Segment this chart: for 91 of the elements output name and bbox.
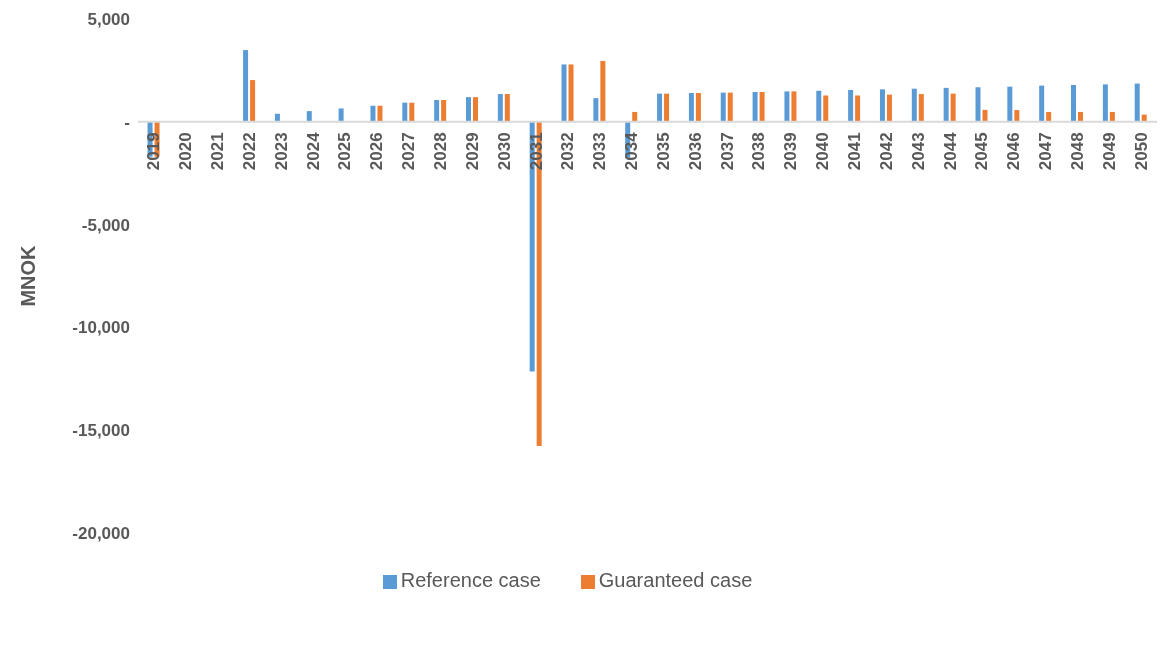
x-tick-label: 2041 <box>844 132 864 171</box>
bar <box>441 100 447 122</box>
x-tick-label: 2040 <box>813 132 833 171</box>
bar <box>504 94 510 122</box>
x-tick-label: 2027 <box>399 132 419 171</box>
bar <box>720 92 726 122</box>
bar <box>823 95 829 122</box>
bar <box>1039 85 1045 122</box>
x-tick-label: 2026 <box>367 132 387 171</box>
bar <box>657 93 663 122</box>
bar <box>886 94 892 122</box>
y-tick-label: - <box>124 112 130 132</box>
x-tick-label: 2021 <box>208 132 228 171</box>
bar <box>465 97 471 122</box>
bar <box>561 64 567 122</box>
x-tick-label: 2033 <box>590 132 610 171</box>
bar <box>688 93 694 122</box>
legend-label: Guaranteed case <box>598 569 753 591</box>
y-tick-label: -15,000 <box>72 421 130 441</box>
bar <box>1134 83 1140 122</box>
bar <box>943 87 949 122</box>
x-tick-label: 2025 <box>335 132 355 171</box>
y-tick-label: 5,000 <box>87 10 130 30</box>
bar <box>950 93 956 122</box>
bar <box>1046 111 1052 122</box>
bar <box>593 98 599 122</box>
x-tick-label: 2038 <box>749 132 769 171</box>
bar <box>855 95 861 122</box>
x-tick-label: 2024 <box>303 131 323 171</box>
x-tick-label: 2039 <box>781 132 801 171</box>
x-tick-label: 2037 <box>717 132 737 171</box>
bar <box>791 91 797 122</box>
x-tick-label: 2044 <box>940 131 960 171</box>
bar <box>370 105 376 122</box>
x-tick-label: 2030 <box>494 132 514 171</box>
bar <box>434 100 440 122</box>
x-tick-label: 2050 <box>1131 132 1151 171</box>
bar <box>918 94 924 122</box>
bar <box>664 93 670 122</box>
bar <box>1102 84 1108 122</box>
bar <box>975 87 981 122</box>
bar <box>1071 85 1077 122</box>
bar <box>243 50 249 122</box>
x-tick-label: 2022 <box>239 132 259 171</box>
bar <box>632 111 638 122</box>
bar <box>695 93 701 122</box>
bar <box>568 64 574 122</box>
x-tick-label: 2034 <box>622 131 642 171</box>
y-tick-label: -10,000 <box>72 318 130 338</box>
bar <box>402 102 408 122</box>
x-tick-label: 2045 <box>972 132 992 171</box>
x-tick-label: 2028 <box>431 132 451 171</box>
y-tick-label: -20,000 <box>72 524 130 544</box>
bar <box>759 91 765 122</box>
y-tick-label: -5,000 <box>81 215 130 235</box>
legend-label: Reference case <box>400 569 541 591</box>
bar <box>306 111 312 122</box>
bar <box>377 105 383 122</box>
bar <box>409 102 415 122</box>
x-tick-label: 2036 <box>685 132 705 171</box>
bar <box>784 91 790 122</box>
bar <box>879 89 885 122</box>
bar <box>911 88 917 122</box>
bar <box>472 97 478 122</box>
bar <box>1007 86 1013 122</box>
x-tick-label: 2020 <box>176 132 196 171</box>
x-tick-label: 2046 <box>1004 132 1024 171</box>
x-tick-label: 2043 <box>908 132 928 171</box>
bar <box>497 94 503 122</box>
x-tick-label: 2035 <box>653 132 673 171</box>
x-tick-label: 2047 <box>1036 132 1056 171</box>
bar <box>727 92 733 122</box>
x-tick-label: 2031 <box>526 132 546 171</box>
bar <box>982 109 988 122</box>
bar <box>1109 111 1115 122</box>
bar <box>1078 111 1084 122</box>
bar <box>1014 110 1020 122</box>
x-tick-label: 2023 <box>271 132 291 171</box>
x-tick-label: 2048 <box>1067 132 1087 171</box>
bar <box>600 60 606 122</box>
x-tick-label: 2019 <box>144 132 164 171</box>
bar <box>848 89 854 122</box>
x-tick-label: 2042 <box>876 132 896 171</box>
bar <box>752 91 758 122</box>
x-tick-label: 2032 <box>558 132 578 171</box>
x-tick-label: 2029 <box>462 132 482 171</box>
bar <box>338 108 344 122</box>
x-tick-label: 2049 <box>1099 132 1119 171</box>
bar <box>816 90 822 122</box>
y-axis-title: MNOK <box>17 244 40 307</box>
bar <box>250 80 256 122</box>
